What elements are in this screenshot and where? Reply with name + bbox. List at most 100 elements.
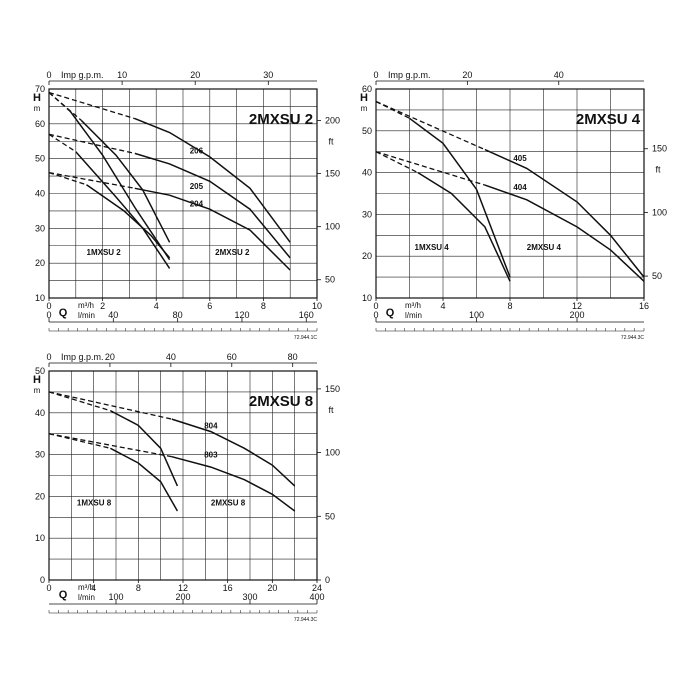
curve-dashed: [48, 133, 77, 153]
curve-dashed: [48, 391, 172, 420]
x-lmin-tick-label: 160: [299, 310, 314, 320]
curve-label: 206: [190, 146, 204, 155]
curve-solid: [110, 447, 179, 512]
x-lmin-tick-label: 300: [242, 592, 257, 602]
y-left-tick-label: 30: [35, 223, 45, 233]
x-lmin-tick-label: 0: [373, 310, 378, 320]
curve-dashed: [48, 171, 135, 189]
chart-title: 2MXSU 8: [249, 393, 313, 410]
pump-label: 1MXSU 4: [415, 243, 450, 252]
x-lmin-unit: l/min: [405, 311, 422, 320]
chart-title: 2MXSU 4: [576, 111, 641, 128]
y-left-tick-label: 60: [362, 84, 372, 94]
top-axis-tick-label: 20: [462, 70, 472, 80]
y-left-tick-label: 20: [35, 491, 45, 501]
y-left-tick-label: 40: [35, 189, 45, 199]
x-m3h-tick-label: 8: [136, 583, 141, 593]
pump-label: 1MXSU 8: [77, 499, 112, 508]
y-left-tick-label: 10: [362, 293, 372, 303]
curve-solid: [171, 455, 296, 512]
top-axis-tick-label: 40: [166, 352, 176, 362]
curve-solid: [484, 184, 645, 282]
y-axis-unit: m: [34, 386, 41, 395]
curve-dashed: [375, 151, 486, 186]
y-left-tick-label: 50: [362, 126, 372, 136]
curve-solid: [134, 152, 291, 259]
x-m3h-tick-label: 0: [46, 583, 51, 593]
y-axis-letter: H: [33, 374, 41, 386]
x-m3h-tick-label: 20: [267, 583, 277, 593]
top-axis-label: Imp g.p.m.: [61, 70, 104, 80]
curve-solid: [134, 187, 291, 271]
x-m3h-tick-label: 4: [440, 301, 445, 311]
curve-solid: [134, 117, 291, 243]
y-right-unit: ft: [328, 137, 334, 147]
curve-label: 204: [190, 199, 204, 208]
x-lmin-tick-label: 100: [108, 592, 123, 602]
top-axis-tick-label: 80: [288, 352, 298, 362]
curve-dashed: [48, 171, 87, 186]
x-m3h-tick-label: 0: [373, 301, 378, 311]
curve-label: 804: [204, 421, 218, 430]
y-right-tick-label: 100: [325, 448, 340, 458]
curve-solid: [75, 151, 171, 269]
y-left-tick-label: 20: [362, 251, 372, 261]
y-left-tick-label: 70: [35, 84, 45, 94]
x-m3h-unit: m³/h: [78, 301, 94, 310]
x-lmin-tick-label: 40: [108, 310, 118, 320]
figure-code: 72.944.3C: [294, 617, 317, 623]
y-left-tick-label: 60: [35, 119, 45, 129]
curve-dashed: [48, 133, 135, 155]
y-right-unit: ft: [328, 405, 334, 415]
x-m3h-tick-label: 6: [207, 301, 212, 311]
q-label: Q: [59, 307, 68, 319]
x-lmin-tick-label: 0: [46, 310, 51, 320]
top-axis-tick-label: 60: [227, 352, 237, 362]
curve-dashed: [48, 433, 111, 449]
curve-label: 205: [190, 182, 204, 191]
y-right-tick-label: 50: [325, 275, 335, 285]
x-m3h-unit: m³/h: [78, 583, 94, 592]
curve-dashed: [48, 433, 172, 458]
x-lmin-unit: l/min: [78, 593, 95, 602]
top-axis-tick-label: 40: [554, 70, 564, 80]
y-right-tick-label: 100: [652, 207, 667, 217]
y-left-tick-label: 10: [35, 293, 45, 303]
chart-title: 2MXSU 2: [249, 111, 313, 128]
top-axis-tick-label: 0: [373, 70, 378, 80]
y-right-tick-label: 0: [325, 575, 330, 585]
curve-label: 803: [204, 451, 218, 460]
y-left-tick-label: 10: [35, 533, 45, 543]
curve-dashed: [48, 92, 71, 113]
y-right-tick-label: 150: [652, 144, 667, 154]
y-right-tick-label: 50: [325, 511, 335, 521]
x-lmin-tick-label: 400: [309, 592, 324, 602]
x-m3h-tick-label: 24: [312, 583, 322, 593]
curve-solid: [69, 111, 171, 261]
y-right-tick-label: 150: [325, 384, 340, 394]
pump-label: 1MXSU 2: [87, 248, 122, 257]
top-axis-tick-label: 0: [46, 70, 51, 80]
x-m3h-tick-label: 16: [223, 583, 233, 593]
y-left-tick-label: 30: [35, 450, 45, 460]
y-axis-unit: m: [34, 104, 41, 113]
x-lmin-tick-label: 100: [469, 310, 484, 320]
y-right-tick-label: 100: [325, 222, 340, 232]
plot-frame: [48, 88, 318, 299]
x-lmin-unit: l/min: [78, 311, 95, 320]
q-label: Q: [59, 589, 68, 601]
x-lmin-tick-label: 80: [173, 310, 183, 320]
curve-solid: [417, 171, 511, 282]
figure-code: 72.944.3C: [621, 335, 644, 341]
x-lmin-tick-label: 120: [234, 310, 249, 320]
x-m3h-tick-label: 4: [154, 301, 159, 311]
curve-solid: [86, 184, 171, 259]
x-m3h-unit: m³/h: [405, 301, 421, 310]
y-left-tick-label: 40: [362, 168, 372, 178]
pump-label: 2MXSU 8: [211, 499, 246, 508]
curve-dashed: [375, 100, 486, 151]
y-right-tick-label: 150: [325, 169, 340, 179]
top-axis-tick-label: 20: [190, 70, 200, 80]
